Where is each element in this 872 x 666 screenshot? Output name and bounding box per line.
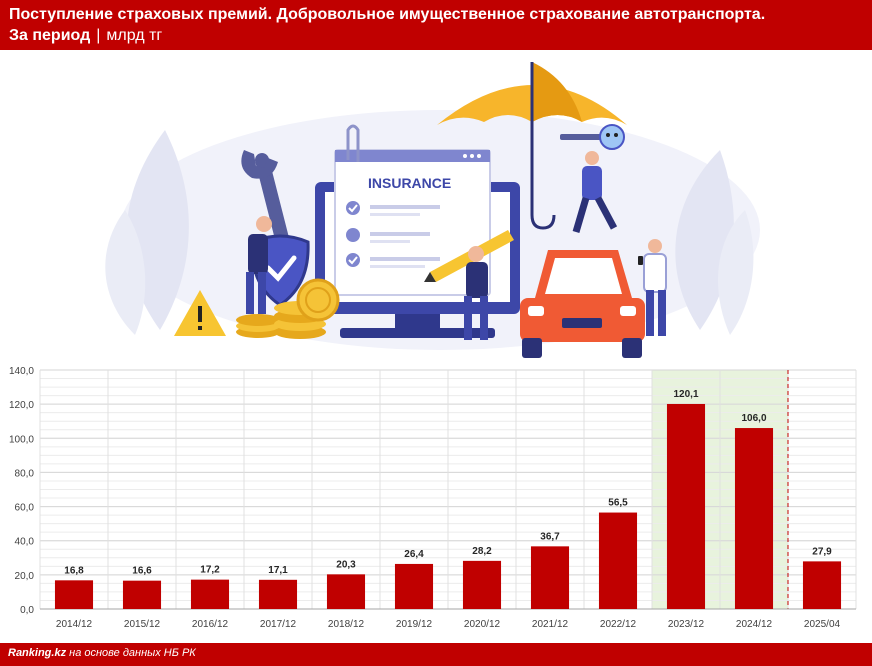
data-label: 106,0 (741, 413, 766, 424)
data-label: 27,9 (812, 546, 832, 557)
paperclip-icon (346, 124, 360, 162)
insurance-document-icon: INSURANCE (334, 124, 491, 296)
data-label: 17,1 (268, 565, 288, 576)
y-tick-label: 120,0 (9, 400, 34, 411)
bar-chart: 0,0 20,0 40,0 60,0 80,0 100,0 120,0 140,0 16,8 20… (9, 366, 857, 630)
x-tick-label: 2023/12 (668, 619, 705, 630)
coins-icon (236, 278, 340, 339)
source-text: на основе данных НБ РК (69, 647, 196, 659)
x-tick-label: 2020/12 (464, 619, 501, 630)
insurance-text: INSURANCE (368, 175, 451, 191)
y-tick-label: 80,0 (15, 468, 35, 479)
bar (734, 428, 774, 609)
unit-label: млрд тг (106, 27, 163, 44)
bar (530, 546, 570, 609)
bar (394, 563, 434, 609)
title-separator: | (96, 27, 101, 44)
data-label: 120,1 (673, 389, 698, 400)
data-label: 26,4 (404, 549, 424, 560)
bar (122, 580, 162, 609)
y-tick-label: 20,0 (15, 571, 35, 582)
bar (54, 580, 94, 609)
bar (326, 574, 366, 609)
x-tick-label: 2024/12 (736, 619, 773, 630)
x-tick-label: 2018/12 (328, 619, 365, 630)
data-label: 16,6 (132, 566, 152, 577)
bar (258, 579, 298, 609)
x-tick-label: 2022/12 (600, 619, 637, 630)
insurance-illustration: INSURANCE (105, 62, 760, 358)
x-tick-label: 2019/12 (396, 619, 433, 630)
car-icon (520, 250, 645, 358)
chart-title: Поступление страховых премий. Добровольн… (9, 6, 766, 23)
right-leaf-small-icon (718, 210, 754, 335)
x-tick-label: 2016/12 (192, 619, 229, 630)
source-footer: Ranking.kz на основе данных НБ РК (0, 643, 872, 666)
data-label: 56,5 (608, 498, 628, 509)
bar (190, 579, 230, 609)
person-phone-icon (638, 239, 667, 336)
warning-icon (174, 290, 226, 336)
data-label: 16,8 (64, 565, 84, 576)
data-label: 20,3 (336, 559, 356, 570)
left-leaf-small-icon (105, 210, 146, 335)
bar (666, 403, 706, 609)
source-site: Ranking.kz (8, 647, 67, 659)
umbrella-icon (437, 62, 627, 230)
person-key-icon (560, 124, 625, 233)
y-tick-label: 100,0 (9, 434, 34, 445)
chart-subtitle: За период | млрд тг (9, 26, 872, 46)
person-left-icon (246, 216, 272, 314)
x-tick-label: 2015/12 (124, 619, 161, 630)
bar (598, 512, 638, 609)
person-pencil-icon (424, 230, 514, 340)
period-label: За период (9, 27, 91, 44)
x-tick-label: 2025/04 (804, 619, 841, 630)
x-tick-label: 2021/12 (532, 619, 569, 630)
x-tick-label: 2017/12 (260, 619, 297, 630)
data-label: 17,2 (200, 565, 220, 576)
x-tick-label: 2014/12 (56, 619, 93, 630)
y-tick-label: 140,0 (9, 366, 34, 377)
bar (802, 561, 842, 609)
chart-header: Поступление страховых премий. Добровольн… (0, 0, 872, 50)
y-tick-label: 60,0 (15, 503, 35, 514)
bar (462, 560, 502, 609)
y-tick-label: 0,0 (20, 605, 34, 616)
data-label: 36,7 (540, 531, 560, 542)
data-label: 28,2 (472, 546, 492, 557)
y-tick-label: 40,0 (15, 537, 35, 548)
